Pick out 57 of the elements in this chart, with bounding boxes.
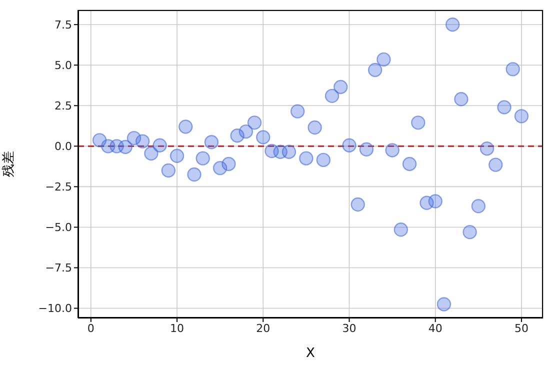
point <box>359 142 374 157</box>
x-tick-label: 50 <box>514 322 528 335</box>
point <box>402 156 417 172</box>
point <box>299 151 314 166</box>
point <box>135 134 150 148</box>
x-tick-label: 40 <box>428 322 442 335</box>
point <box>170 148 184 163</box>
point <box>187 167 202 182</box>
point <box>454 92 468 106</box>
point <box>488 158 503 172</box>
x-tick-label: 20 <box>256 322 270 335</box>
y-tick-label: −10.0 <box>38 302 72 316</box>
point <box>480 142 494 156</box>
x-axis-title: X <box>306 346 316 361</box>
point <box>144 146 158 161</box>
point <box>324 88 340 104</box>
y-tick-label: 0.0 <box>54 140 72 154</box>
point <box>152 138 167 152</box>
point <box>118 140 132 154</box>
point <box>342 138 356 152</box>
point <box>308 120 322 135</box>
point <box>256 130 270 144</box>
point <box>204 135 219 150</box>
x-tick-label: 10 <box>170 322 184 335</box>
point <box>445 17 460 32</box>
y-tick-label: −2.5 <box>45 180 72 194</box>
point <box>222 156 236 172</box>
y-tick-label: 7.5 <box>54 18 72 32</box>
point <box>161 163 176 178</box>
point <box>436 297 452 312</box>
point <box>411 116 426 130</box>
point <box>376 52 391 67</box>
point <box>368 62 382 78</box>
point <box>428 194 442 208</box>
y-tick-label: 5.0 <box>54 59 72 72</box>
y-tick-label: −7.5 <box>45 262 72 275</box>
point <box>290 104 305 118</box>
point <box>196 151 210 166</box>
x-tick-label: 30 <box>342 322 356 335</box>
point <box>514 109 529 124</box>
point <box>394 222 408 237</box>
point <box>316 152 331 168</box>
point <box>506 62 520 76</box>
y-axis-title: 残差 <box>2 151 17 177</box>
x-tick-label: 0 <box>87 322 94 335</box>
point <box>350 197 365 212</box>
point <box>462 224 477 240</box>
y-tick-label: 2.5 <box>54 100 72 113</box>
point <box>247 116 262 130</box>
y-tick-label: −5.0 <box>45 221 72 234</box>
point <box>282 144 296 159</box>
point <box>334 80 348 94</box>
point <box>471 199 486 214</box>
point <box>178 120 193 134</box>
point <box>497 100 512 114</box>
point <box>238 124 254 139</box>
point <box>385 143 400 158</box>
